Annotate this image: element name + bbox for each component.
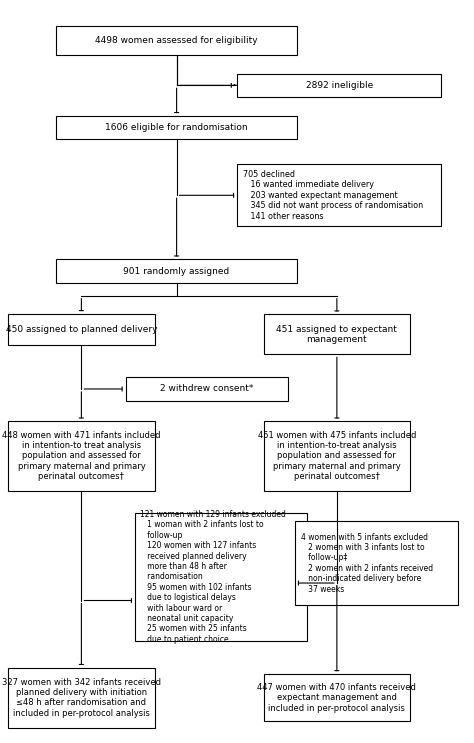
FancyBboxPatch shape bbox=[56, 259, 297, 282]
Text: 327 women with 342 infants received
planned delivery with initiation
≤48 h after: 327 women with 342 infants received plan… bbox=[2, 678, 161, 718]
Text: 901 randomly assigned: 901 randomly assigned bbox=[124, 267, 230, 276]
Text: 2 withdrew consent*: 2 withdrew consent* bbox=[160, 384, 254, 394]
FancyBboxPatch shape bbox=[126, 377, 288, 400]
Text: 4498 women assessed for eligibility: 4498 women assessed for eligibility bbox=[95, 36, 258, 45]
FancyBboxPatch shape bbox=[8, 668, 155, 727]
Text: 447 women with 470 infants received
expectant management and
included in per-pro: 447 women with 470 infants received expe… bbox=[257, 683, 416, 713]
Text: 451 women with 475 infants included
in intention-to-treat analysis
population an: 451 women with 475 infants included in i… bbox=[258, 431, 416, 481]
FancyBboxPatch shape bbox=[8, 314, 155, 345]
FancyBboxPatch shape bbox=[8, 421, 155, 490]
Text: 451 assigned to expectant
management: 451 assigned to expectant management bbox=[276, 325, 397, 344]
Text: 450 assigned to planned delivery: 450 assigned to planned delivery bbox=[6, 325, 157, 334]
Text: 448 women with 471 infants included
in intention-to treat analysis
population an: 448 women with 471 infants included in i… bbox=[2, 431, 161, 481]
FancyBboxPatch shape bbox=[237, 164, 441, 226]
FancyBboxPatch shape bbox=[264, 314, 410, 354]
FancyBboxPatch shape bbox=[264, 421, 410, 490]
Text: 2892 ineligible: 2892 ineligible bbox=[306, 81, 373, 90]
Text: 1606 eligible for randomisation: 1606 eligible for randomisation bbox=[105, 123, 248, 132]
Text: 705 declined
   16 wanted immediate delivery
   203 wanted expectant management
: 705 declined 16 wanted immediate deliver… bbox=[243, 170, 423, 221]
FancyBboxPatch shape bbox=[56, 25, 297, 55]
Text: 121 women with 129 infants excluded
   1 woman with 2 infants lost to
   follow-: 121 women with 129 infants excluded 1 wo… bbox=[140, 510, 286, 643]
FancyBboxPatch shape bbox=[237, 74, 441, 97]
FancyBboxPatch shape bbox=[295, 521, 457, 605]
FancyBboxPatch shape bbox=[135, 513, 307, 640]
FancyBboxPatch shape bbox=[56, 116, 297, 139]
Text: 4 women with 5 infants excluded
   2 women with 3 infants lost to
   follow-up‡
: 4 women with 5 infants excluded 2 women … bbox=[301, 533, 433, 594]
FancyBboxPatch shape bbox=[264, 674, 410, 721]
